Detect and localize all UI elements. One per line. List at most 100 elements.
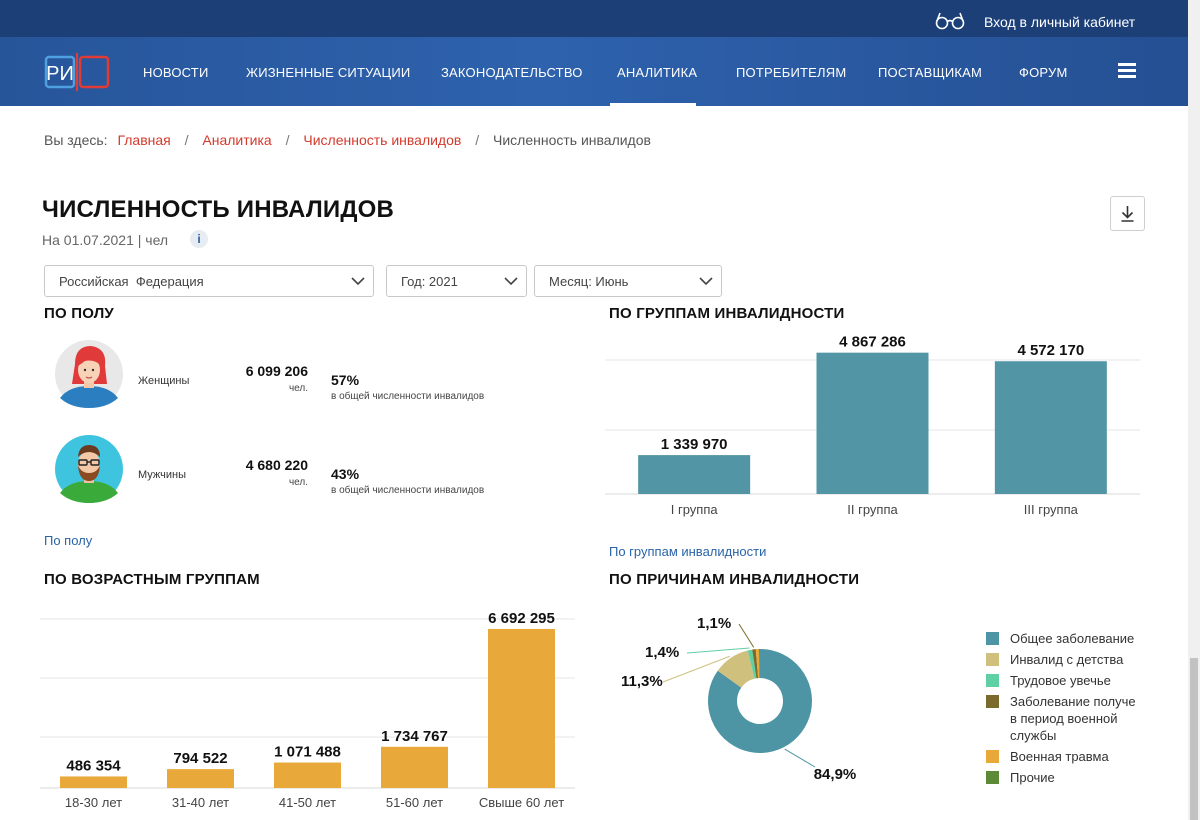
glasses-icon[interactable]	[934, 10, 966, 30]
ages-section-title: ПО ВОЗРАСТНЫМ ГРУППАМ	[44, 571, 260, 588]
page-subtitle: На 01.07.2021 | чел	[42, 232, 169, 248]
x-tick-label-2: III группа	[1024, 502, 1079, 517]
nav-active-indicator	[610, 103, 696, 106]
legend-item-2[interactable]: Трудовое увечье	[984, 672, 1144, 689]
nav-consumers[interactable]: ПОТРЕБИТЕЛЯМ	[736, 65, 847, 80]
gender-male-note: в общей численности инвалидов	[331, 485, 485, 496]
breadcrumb-prefix: Вы здесь:	[44, 132, 108, 148]
bar-value-label-1: 794 522	[173, 750, 227, 767]
nav-news[interactable]: НОВОСТИ	[143, 65, 209, 80]
legend-label-1-line-0: Инвалид с детства	[1010, 652, 1124, 667]
legend-item-3[interactable]: Заболевание получе в период военной службы	[984, 693, 1144, 744]
x-tick-label-1: II группа	[847, 502, 898, 517]
top-bar: Вход в личный кабинет	[0, 0, 1200, 37]
gender-male-unit: чел.	[288, 477, 308, 488]
breadcrumb-disabled-count[interactable]: Численность инвалидов	[303, 132, 462, 148]
legend-swatch-2	[986, 674, 999, 687]
year-select[interactable]: Год: 2021	[386, 265, 527, 297]
nav-suppliers[interactable]: ПОСТАВЩИКАМ	[878, 65, 983, 80]
x-tick-label-4: Свыше 60 лет	[479, 795, 564, 810]
donut-slice-3[interactable]	[752, 649, 759, 679]
donut-label-2: 1,4%	[645, 644, 679, 661]
donut-label-3: 1,1%	[697, 615, 731, 632]
legend-label-3-line-1: в период военной	[1010, 711, 1118, 726]
page-title: ЧИСЛЕННОСТЬ ИНВАЛИДОВ	[42, 196, 395, 223]
donut-label-1: 11,3%	[621, 673, 663, 690]
legend-item-0[interactable]: Общее заболевание	[984, 630, 1144, 647]
bar-0[interactable]	[60, 776, 127, 788]
bar-0[interactable]	[638, 455, 751, 494]
legend-label-2-line-0: Трудовое увечье	[1010, 673, 1111, 688]
nav-life-situations[interactable]: ЖИЗНЕННЫЕ СИТУАЦИИ	[246, 65, 411, 80]
x-tick-label-1: 31-40 лет	[172, 795, 229, 810]
region-select[interactable]: Российская Федерация	[44, 265, 374, 297]
cabinet-link[interactable]: Вход в личный кабинет	[984, 14, 1136, 30]
bar-3[interactable]	[381, 746, 448, 788]
bar-value-label-2: 1 071 488	[274, 744, 341, 761]
legend-swatch-5	[986, 771, 999, 784]
donut-slice-0[interactable]	[708, 649, 812, 753]
legend-swatch-1	[986, 653, 999, 666]
legend-label-0-line-0: Общее заболевание	[1010, 631, 1135, 646]
nav-legislation[interactable]: ЗАКОНОДАТЕЛЬСТВО	[441, 65, 583, 80]
gender-female-count: 6 099 206	[245, 363, 308, 379]
legend-label-5-line-0: Прочие	[1010, 770, 1055, 785]
legend-item-1[interactable]: Инвалид с детства	[984, 651, 1144, 668]
breadcrumb-home[interactable]: Главная	[117, 132, 171, 148]
breadcrumb-current: Численность инвалидов	[493, 132, 651, 148]
site-logo[interactable]: РИ	[44, 53, 110, 91]
menu-icon[interactable]	[1118, 63, 1136, 79]
bar-4[interactable]	[488, 628, 555, 788]
breadcrumb-analytics[interactable]: Аналитика	[202, 132, 272, 148]
legend-item-4[interactable]: Военная травма	[984, 748, 1144, 765]
groups-bar-chart: 1 339 970 I группа 4 867 286 II группа 4 572…	[605, 335, 1140, 517]
donut-slice-4[interactable]	[755, 649, 760, 679]
bar-1[interactable]	[816, 352, 929, 494]
causes-legend: Общее заболевание Инвалид с детства Трудов…	[984, 630, 1144, 790]
donut-leader-line-0	[784, 748, 816, 768]
x-tick-label-3: 51-60 лет	[386, 795, 443, 810]
legend-swatch-0	[986, 632, 999, 645]
logo-letter-r: РИ	[46, 63, 74, 85]
gender-male-percent: 43%	[331, 466, 360, 482]
causes-section-title: ПО ПРИЧИНАМ ИНВАЛИДНОСТИ	[609, 571, 860, 588]
scrollbar-thumb[interactable]	[1190, 658, 1198, 820]
month-select[interactable]: Месяц: Июнь	[534, 265, 722, 297]
bar-value-label-0: 486 354	[66, 757, 121, 774]
donut-slice-2[interactable]	[747, 649, 757, 679]
bar-1[interactable]	[167, 769, 234, 788]
legend-item-5[interactable]: Прочие	[984, 769, 1144, 786]
gender-male-label: Мужчины	[138, 469, 187, 481]
scrollbar[interactable]	[1188, 0, 1200, 820]
gender-male-count: 4 680 220	[245, 457, 308, 473]
bar-value-label-1: 4 867 286	[839, 335, 906, 351]
donut-slice-1[interactable]	[717, 650, 755, 688]
chevron-down-icon	[699, 277, 713, 286]
x-tick-label-2: 41-50 лет	[279, 795, 336, 810]
donut-leader-line-3	[738, 623, 755, 648]
nav-analytics[interactable]: АНАЛИТИКА	[617, 65, 698, 80]
donut-leader-line-1	[662, 655, 730, 683]
groups-more-link[interactable]: По группам инвалидности	[609, 544, 767, 559]
legend-label-3-line-0: Заболевание получе	[1010, 694, 1136, 709]
info-icon[interactable]: i	[190, 230, 208, 248]
legend-swatch-4	[986, 750, 999, 763]
bar-2[interactable]	[994, 361, 1107, 494]
gender-more-link[interactable]: По полу	[44, 533, 93, 548]
x-tick-label-0: 18-30 лет	[65, 795, 122, 810]
nav-forum[interactable]: ФОРУМ	[1019, 65, 1068, 80]
donut-slice-5[interactable]	[759, 649, 760, 679]
bar-value-label-3: 1 734 767	[381, 728, 448, 745]
causes-donut-chart: 84,9% 11,3% 1,4% 1,1%	[621, 615, 857, 783]
bar-2[interactable]	[274, 762, 341, 788]
donut-label-0: 84,9%	[814, 766, 857, 783]
legend-swatch-3	[986, 695, 999, 708]
legend-label-4-line-0: Военная травма	[1010, 749, 1109, 764]
gender-female-label: Женщины	[138, 375, 190, 387]
gender-female-note: в общей численности инвалидов	[331, 391, 485, 402]
breadcrumb: Вы здесь: Главная / Аналитика / Численно…	[44, 132, 651, 148]
download-button[interactable]	[1110, 196, 1145, 231]
main-nav: РИ НОВОСТИ ЖИЗНЕННЫЕ СИТУАЦИИ ЗАКОНОДАТЕ…	[0, 37, 1200, 106]
chevron-down-icon	[504, 277, 518, 286]
groups-section-title: ПО ГРУППАМ ИНВАЛИДНОСТИ	[609, 305, 845, 322]
